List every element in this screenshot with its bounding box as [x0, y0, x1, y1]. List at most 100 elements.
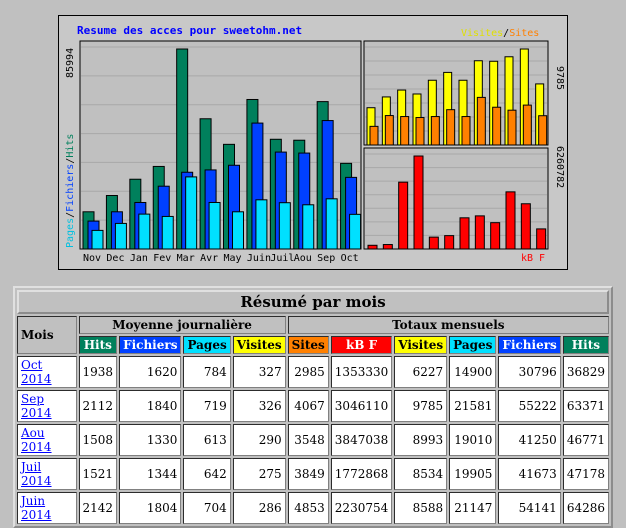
- table-cell: 8534: [394, 458, 448, 490]
- bar-pages-nov: [91, 229, 104, 250]
- bar-kbf-avr: [444, 235, 455, 250]
- table-cell: 2112: [78, 390, 118, 422]
- right-top-plot-area: [363, 40, 549, 146]
- table-cell: 3548: [287, 424, 329, 456]
- chart-canvas: Resume des acces pour sweetohm.net Visit…: [65, 24, 565, 264]
- table-cell: 21147: [449, 492, 497, 524]
- monthly-visits-header: Visites: [394, 336, 448, 354]
- x-tick-jan: Jan: [130, 253, 148, 264]
- legend-visits-sites: Visites/Sites: [461, 28, 539, 39]
- bar-sites-nov: [369, 125, 379, 146]
- table-cell: 286: [232, 492, 286, 524]
- table-cell: 1353330: [330, 356, 393, 388]
- table-cell: 63371: [562, 390, 609, 422]
- table-cell: 3849: [287, 458, 329, 490]
- monthly-pages-header: Pages: [449, 336, 497, 354]
- table-cell: 1772868: [330, 458, 393, 490]
- monthly-summary-table: Résumé par mois Mois Moyenne journalière…: [15, 288, 611, 526]
- table-cell: 55222: [498, 390, 561, 422]
- x-tick-fev: Fev: [153, 253, 171, 264]
- right-top-bars: [366, 48, 548, 146]
- bar-kbf-dec: [382, 244, 393, 250]
- table-cell: 14900: [449, 356, 497, 388]
- month-link-oct-2014[interactable]: Oct 2014: [21, 358, 52, 386]
- table-cell: 54141: [498, 492, 561, 524]
- table-row: Juin 2014 2142 1804 704 286 4853 2230754…: [17, 492, 609, 524]
- bar-kbf-juin: [474, 215, 485, 250]
- table-cell: 36829: [562, 356, 609, 388]
- bar-pages-avr: [208, 201, 221, 250]
- bar-pages-may: [232, 211, 244, 250]
- right-bottom-gridlines: [365, 153, 547, 236]
- bar-pages-aou: [302, 204, 315, 250]
- table-cell: 19905: [449, 458, 497, 490]
- table-cell: 290: [232, 424, 286, 456]
- table-cell: 3046110: [330, 390, 393, 422]
- table-cell: 1804: [119, 492, 182, 524]
- daily-hits-header: Hits: [78, 336, 118, 354]
- monthly-kbf-header: kB F: [330, 336, 393, 354]
- bar-kbf-nov: [367, 244, 378, 250]
- left-axis-legend: Pages/Fichiers/Hits: [65, 134, 76, 248]
- right-bottom-max-label: 6260782: [554, 146, 565, 188]
- monthly-sites-header: Sites: [287, 336, 329, 354]
- x-tick-mar: Mar: [177, 253, 195, 264]
- table-cell: 21581: [449, 390, 497, 422]
- table-cell: 326: [232, 390, 286, 422]
- bar-kbf-jan: [398, 181, 409, 250]
- daily-pages-header: Pages: [183, 336, 231, 354]
- monthly-files-header: Fichiers: [498, 336, 561, 354]
- daily-files-header: Fichiers: [119, 336, 182, 354]
- bar-sites-avr: [446, 109, 456, 146]
- monthly-hits-header: Hits: [562, 336, 609, 354]
- month-link-sep-2014[interactable]: Sep 2014: [21, 392, 52, 420]
- bar-pages-juin: [255, 199, 268, 250]
- x-tick-oct: Oct: [341, 253, 359, 264]
- x-tick-sep: Sep: [317, 253, 335, 264]
- x-tick-may: May: [224, 253, 242, 264]
- x-tick-dec: Dec: [106, 253, 124, 264]
- monthly-summary-panel: Résumé par mois Mois Moyenne journalière…: [13, 286, 613, 528]
- bar-sites-sep: [522, 104, 532, 146]
- table-cell: 613: [183, 424, 231, 456]
- month-column-header: Mois: [17, 316, 77, 354]
- bar-sites-aou: [507, 109, 517, 146]
- bar-pages-fev: [161, 215, 174, 250]
- bar-pages-juil: [278, 202, 291, 250]
- bar-kbf-may: [459, 217, 470, 250]
- table-cell: 46771: [562, 424, 609, 456]
- table-cell: 2230754: [330, 492, 393, 524]
- x-tick-aou: Aou: [294, 253, 312, 264]
- table-cell: 2985: [287, 356, 329, 388]
- table-cell: 4067: [287, 390, 329, 422]
- legend-separator: /: [65, 212, 76, 218]
- bar-kbf-oct: [536, 228, 547, 250]
- bar-pages-mar: [185, 176, 198, 250]
- table-row: Oct 2014 1938 1620 784 327 2985 1353330 …: [17, 356, 609, 388]
- legend-fichiers: Fichiers: [65, 164, 76, 212]
- bar-pages-sep: [325, 198, 338, 250]
- month-link-juil-2014[interactable]: Juil 2014: [21, 460, 52, 488]
- table-row: Aou 2014 1508 1330 613 290 3548 3847038 …: [17, 424, 609, 456]
- table-cell: 41673: [498, 458, 561, 490]
- bar-kbf-juil: [490, 222, 501, 250]
- left-bars: [82, 48, 362, 250]
- x-tick-juil: Juil: [270, 253, 294, 264]
- daily-average-header: Moyenne journalière: [78, 316, 286, 334]
- left-max-label: 85994: [65, 48, 76, 78]
- table-row: Juil 2014 1521 1344 642 275 3849 1772868…: [17, 458, 609, 490]
- table-cell: 1330: [119, 424, 182, 456]
- table-cell: 327: [232, 356, 286, 388]
- bar-kbf-fev: [413, 155, 424, 250]
- bar-sites-fev: [415, 117, 425, 146]
- chart-title: Resume des acces pour sweetohm.net: [77, 24, 302, 37]
- summary-title: Résumé par mois: [17, 290, 609, 314]
- month-link-aou-2014[interactable]: Aou 2014: [21, 426, 52, 454]
- table-cell: 30796: [498, 356, 561, 388]
- bar-kbf-mar: [428, 236, 439, 250]
- month-link-juin-2014[interactable]: Juin 2014: [21, 494, 52, 522]
- bar-sites-mar: [430, 116, 440, 146]
- table-cell: 784: [183, 356, 231, 388]
- bar-sites-may: [461, 116, 471, 146]
- bar-pages-oct: [349, 213, 362, 250]
